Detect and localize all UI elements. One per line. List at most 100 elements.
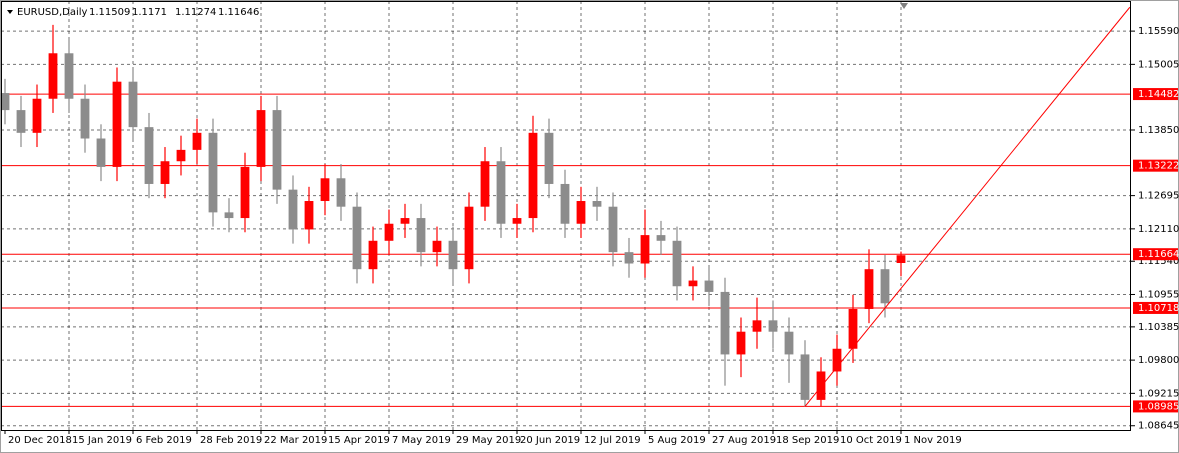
x-tick-label: 6 Feb 2019 [136, 435, 192, 446]
candle-body [128, 81, 138, 128]
level-label: 1.14482 [1138, 89, 1179, 100]
plot-frame [1, 1, 1131, 431]
candle-body [16, 110, 26, 133]
level-label: 1.10718 [1138, 303, 1179, 314]
x-tick-label: 20 Dec 2018 [8, 435, 72, 446]
candle-body [368, 240, 378, 270]
candle-body [496, 161, 506, 224]
header-low: 1.11274 [175, 7, 216, 18]
candle-body [512, 218, 522, 224]
level-tag [1133, 301, 1178, 314]
menu-arrow [7, 10, 13, 14]
x-tick-label: 7 May 2019 [392, 435, 451, 446]
candle-body [192, 132, 202, 150]
candle-body [48, 53, 58, 99]
candle-body [752, 320, 762, 332]
x-tick-label: 28 Feb 2019 [200, 435, 262, 446]
level-tag [1133, 248, 1178, 261]
candle-body [640, 235, 650, 264]
y-tick-label: 1.13850 [1138, 125, 1179, 136]
header-open: 1.11509 [89, 7, 130, 18]
candle-body [560, 183, 570, 224]
candle-body [96, 138, 106, 167]
level-tag [1133, 400, 1178, 413]
candle-body [720, 291, 730, 355]
candle-body [384, 223, 394, 241]
y-tick-label: 1.09215 [1138, 388, 1179, 399]
axes: 1.15590 1.15005 1.13850 1.12695 1.12110 1.115… [4, 26, 1179, 446]
marks [0, 6, 1131, 407]
x-tick-label: 15 Apr 2019 [328, 435, 390, 446]
candle-body [288, 189, 298, 230]
trendline [804, 6, 1131, 407]
header-close: 1.11646 [218, 7, 259, 18]
candle-body [784, 331, 794, 355]
y-tick-label: 1.08645 [1138, 421, 1179, 432]
candle-body [528, 132, 538, 219]
level-label: 1.13222 [1138, 161, 1179, 172]
candle-body [608, 206, 618, 253]
y-tick-label: 1.12110 [1138, 224, 1179, 235]
x-tick-label: 1 Nov 2019 [904, 435, 962, 446]
candle-body [448, 240, 458, 270]
candle-body [832, 348, 842, 372]
candle-body [112, 81, 122, 167]
x-tick-label: 18 Sep 2019 [776, 435, 839, 446]
y-tick-label: 1.11540 [1138, 256, 1179, 267]
candle-body [416, 218, 426, 253]
x-tick-label: 12 Jul 2019 [584, 435, 641, 446]
candle-body [432, 240, 442, 253]
candle-body [240, 166, 250, 219]
candle-body [624, 252, 634, 264]
x-tick-label: 27 Aug 2019 [712, 435, 776, 446]
candle-body [160, 161, 170, 184]
candle-body [736, 331, 746, 355]
candle-body [352, 206, 362, 270]
symbol-title: EURUSD,Daily [17, 7, 88, 18]
candle-body [896, 255, 906, 264]
candle-body [272, 110, 282, 190]
x-tick-label: 10 Oct 2019 [840, 435, 902, 446]
candle-body [816, 371, 826, 400]
y-tick-label: 1.09800 [1138, 355, 1179, 366]
x-tick-label: 20 Jun 2019 [520, 435, 580, 446]
x-tick-label: 15 Jan 2019 [72, 435, 132, 446]
candle-body [0, 93, 10, 111]
level-label: 1.11664 [1138, 249, 1179, 260]
candle-body [208, 132, 218, 213]
candle-body [144, 127, 154, 184]
candle-body [704, 280, 714, 292]
candle-body [848, 308, 858, 349]
candle-body [480, 161, 490, 207]
candle-body [256, 110, 266, 167]
candle-body [176, 149, 186, 162]
x-tick-label: 22 Mar 2019 [264, 435, 327, 446]
candle-body [464, 206, 474, 270]
candle-body [336, 178, 346, 207]
candle-body [400, 218, 410, 224]
header-high: 1.1171 [132, 7, 167, 18]
candle-body [864, 269, 874, 309]
candle-body [64, 53, 74, 99]
x-tick-label: 29 May 2019 [456, 435, 521, 446]
y-tick-label: 1.12695 [1138, 191, 1179, 202]
candle-body [224, 212, 234, 219]
candle-body [672, 240, 682, 287]
candle-body [320, 178, 330, 202]
shift-marker [900, 3, 908, 9]
candle-body [80, 98, 90, 139]
candle-body [880, 269, 890, 304]
candle-body [656, 235, 666, 241]
level-tag [1133, 88, 1178, 101]
level-label: 1.08985 [1138, 401, 1179, 412]
candle-body [688, 280, 698, 287]
candle-body [32, 98, 42, 133]
level-tag [1133, 159, 1178, 172]
x-tick-label: 5 Aug 2019 [648, 435, 706, 446]
candle-body [544, 132, 554, 184]
candle-body [576, 201, 586, 224]
y-tick-label: 1.15005 [1138, 59, 1179, 70]
candle-body [592, 201, 602, 207]
